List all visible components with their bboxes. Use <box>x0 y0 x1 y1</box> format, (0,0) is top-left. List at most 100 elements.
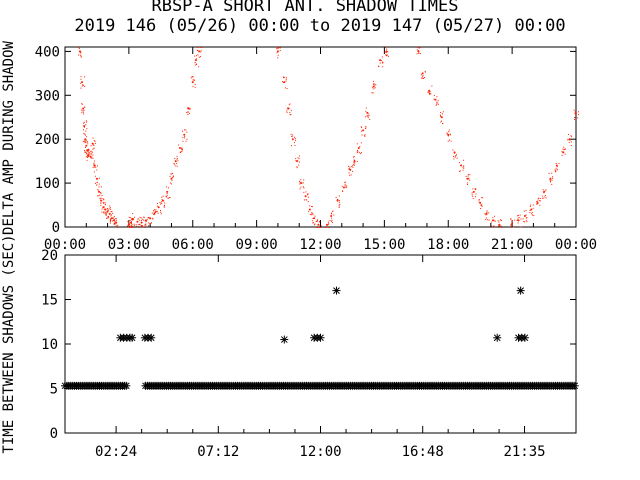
top-x-tick-label: 21:00 <box>491 237 533 253</box>
amplitude-point <box>416 53 418 55</box>
amplitude-point <box>106 210 109 213</box>
amplitude-point <box>94 182 96 184</box>
amplitude-point <box>573 109 575 111</box>
amplitude-point <box>117 224 119 226</box>
amplitude-point <box>456 157 458 159</box>
amplitude-point <box>111 212 113 214</box>
amplitude-point <box>549 180 551 182</box>
amplitude-point <box>363 135 365 137</box>
bottom-x-tick-label: 21:35 <box>503 444 545 460</box>
amplitude-point <box>479 201 482 204</box>
amplitude-point <box>570 145 572 147</box>
amplitude-point <box>359 151 361 153</box>
amplitude-point <box>332 210 334 212</box>
amplitude-point <box>299 155 301 157</box>
amplitude-point <box>102 202 104 204</box>
amplitude-point <box>549 181 551 183</box>
amplitude-point <box>555 171 557 173</box>
top-x-tick-label: 03:00 <box>108 237 150 253</box>
amplitude-point <box>296 166 298 168</box>
amplitude-point <box>98 183 100 185</box>
amplitude-point <box>291 135 293 137</box>
amplitude-point <box>177 160 179 162</box>
amplitude-point <box>173 163 175 165</box>
amplitude-point <box>331 213 333 215</box>
amplitude-point <box>93 171 95 173</box>
amplitude-point <box>359 153 361 155</box>
amplitude-point <box>171 179 173 181</box>
amplitude-point <box>525 209 527 211</box>
amplitude-point <box>190 77 192 79</box>
amplitude-point <box>510 224 512 226</box>
amplitude-point <box>325 227 327 228</box>
amplitude-point <box>164 204 166 206</box>
amplitude-point <box>145 221 147 223</box>
amplitude-point <box>187 114 189 116</box>
amplitude-point <box>346 185 348 187</box>
amplitude-point <box>331 220 333 222</box>
amplitude-point <box>288 104 290 106</box>
amplitude-point <box>80 76 82 78</box>
amplitude-point <box>433 95 435 97</box>
amplitude-point <box>338 195 340 197</box>
amplitude-point <box>299 180 301 182</box>
amplitude-point <box>554 169 556 171</box>
amplitude-point <box>304 195 307 198</box>
amplitude-point <box>95 166 97 168</box>
amplitude-point <box>101 211 103 213</box>
amplitude-point <box>89 152 91 154</box>
amplitude-point <box>480 207 482 209</box>
amplitude-point <box>485 212 487 214</box>
amplitude-point <box>513 226 515 228</box>
interval-point <box>280 335 289 344</box>
amplitude-point <box>100 192 102 194</box>
bottom-y-axis-label: TIME BETWEEN SHADOWS (SEC) <box>1 234 17 453</box>
amplitude-point <box>295 160 297 162</box>
amplitude-point <box>435 103 437 105</box>
amplitude-point <box>450 140 452 142</box>
amplitude-point <box>385 54 387 56</box>
amplitude-point <box>373 88 375 90</box>
amplitude-point <box>130 227 132 228</box>
amplitude-point <box>486 210 488 212</box>
amplitude-point <box>367 117 369 119</box>
amplitude-point <box>385 47 387 48</box>
amplitude-point <box>289 112 291 114</box>
amplitude-point <box>300 186 302 188</box>
amplitude-point <box>342 186 345 189</box>
amplitude-point <box>151 212 153 214</box>
amplitude-point <box>452 149 454 151</box>
amplitude-point <box>84 85 86 87</box>
amplitude-point <box>558 163 560 165</box>
amplitude-point <box>167 187 169 189</box>
amplitude-point <box>142 226 144 228</box>
amplitude-point <box>465 175 467 177</box>
amplitude-point <box>290 133 292 135</box>
amplitude-point <box>110 220 112 222</box>
amplitude-point <box>467 175 469 177</box>
amplitude-point <box>327 221 329 223</box>
amplitude-point <box>153 209 155 211</box>
amplitude-point <box>531 212 533 214</box>
amplitude-point <box>78 54 80 56</box>
amplitude-point <box>195 58 197 60</box>
amplitude-point <box>100 204 102 206</box>
amplitude-point <box>100 186 102 188</box>
amplitude-point <box>100 202 102 204</box>
amplitude-point <box>297 157 299 159</box>
amplitude-point <box>91 156 93 158</box>
amplitude-point <box>312 217 314 219</box>
amplitude-point <box>472 198 474 200</box>
amplitude-point <box>353 159 355 161</box>
amplitude-point <box>293 142 295 144</box>
amplitude-point <box>115 223 117 225</box>
amplitude-point <box>318 224 320 226</box>
amplitude-point <box>568 142 570 144</box>
amplitude-point <box>420 74 422 76</box>
amplitude-point <box>85 130 87 132</box>
amplitude-point <box>501 227 503 228</box>
amplitude-point <box>172 175 174 177</box>
amplitude-point <box>384 51 386 53</box>
amplitude-point <box>94 142 96 144</box>
amplitude-point <box>107 216 109 218</box>
